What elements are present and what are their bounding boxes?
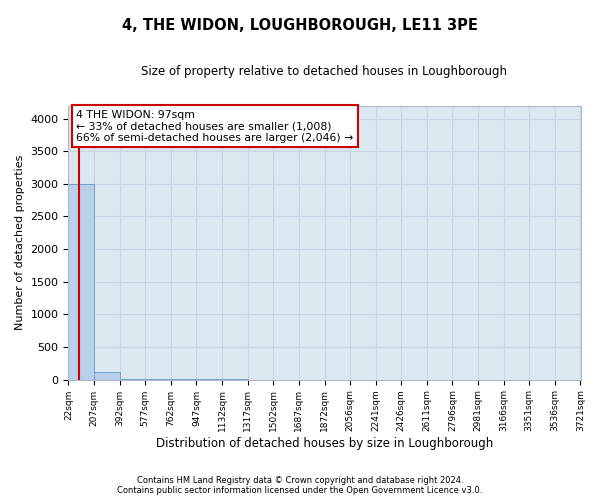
- Text: 4, THE WIDON, LOUGHBOROUGH, LE11 3PE: 4, THE WIDON, LOUGHBOROUGH, LE11 3PE: [122, 18, 478, 32]
- Title: Size of property relative to detached houses in Loughborough: Size of property relative to detached ho…: [142, 65, 508, 78]
- Text: Contains HM Land Registry data © Crown copyright and database right 2024.
Contai: Contains HM Land Registry data © Crown c…: [118, 476, 482, 495]
- X-axis label: Distribution of detached houses by size in Loughborough: Distribution of detached houses by size …: [156, 437, 493, 450]
- Bar: [94, 372, 119, 380]
- Text: 4 THE WIDON: 97sqm
← 33% of detached houses are smaller (1,008)
66% of semi-deta: 4 THE WIDON: 97sqm ← 33% of detached hou…: [76, 110, 353, 143]
- Bar: [68, 184, 94, 380]
- Bar: [119, 378, 145, 380]
- Bar: [145, 379, 171, 380]
- Y-axis label: Number of detached properties: Number of detached properties: [15, 155, 25, 330]
